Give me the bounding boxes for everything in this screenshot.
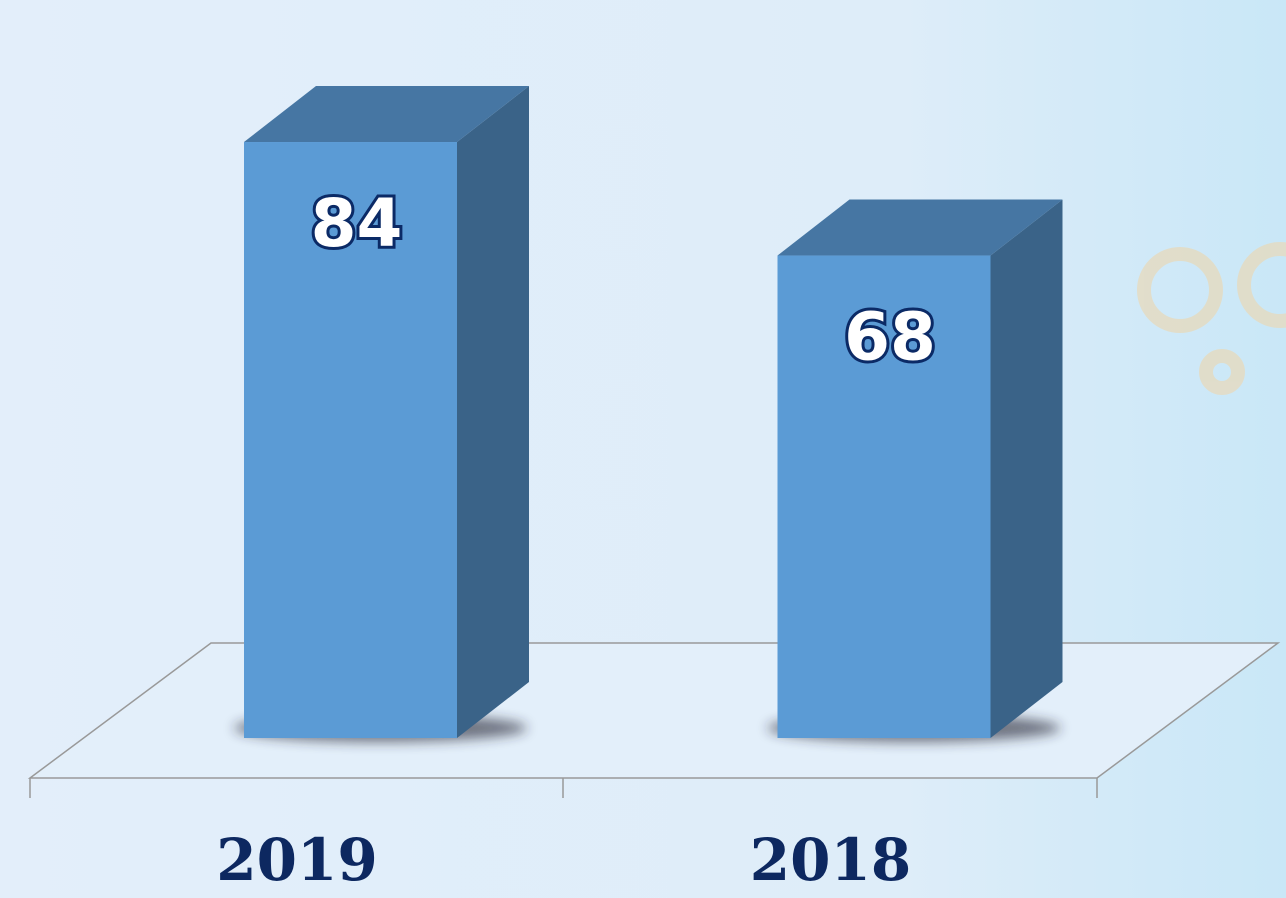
x-tick-label: 2019 <box>216 826 377 894</box>
value-label: 84 <box>311 185 403 262</box>
bar <box>234 86 529 742</box>
bar-top <box>777 199 1063 256</box>
value-label: 68 <box>844 299 936 376</box>
bar-side <box>457 86 529 738</box>
floor <box>27 642 1281 779</box>
bar-front <box>244 142 457 738</box>
bar-top <box>244 86 529 143</box>
x-tick-label: 2018 <box>750 826 911 894</box>
decoration <box>1137 242 1286 395</box>
bar-side <box>990 199 1063 739</box>
axis-ticks <box>29 778 1098 798</box>
bar <box>767 199 1063 742</box>
bar-front <box>777 255 991 739</box>
